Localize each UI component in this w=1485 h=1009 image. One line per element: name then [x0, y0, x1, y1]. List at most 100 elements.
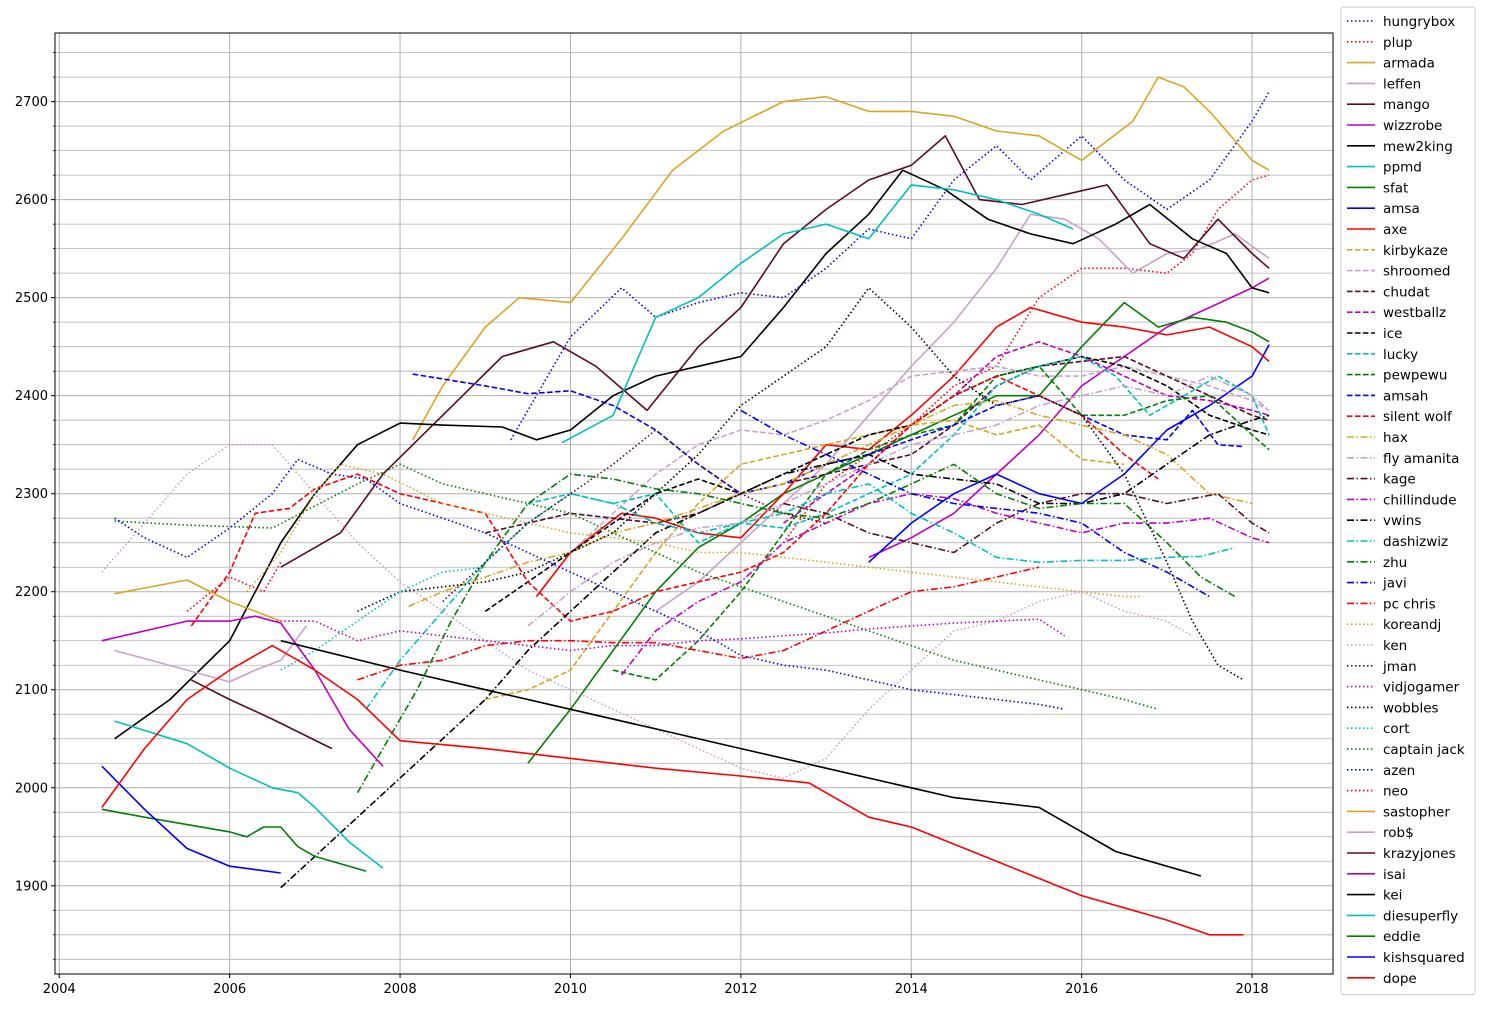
- series-line-captain-jack: [114, 463, 1159, 711]
- y-tick-label: 2300: [15, 487, 48, 502]
- legend-label-cort: cort: [1383, 721, 1410, 737]
- series-line-vidjogamer: [272, 618, 1066, 652]
- series-line-wizzrobe: [868, 277, 1270, 559]
- legend-label-wizzrobe: wizzrobe: [1383, 118, 1442, 134]
- legend-label-hax: hax: [1383, 430, 1408, 446]
- legend-label-krazyjones: krazyjones: [1383, 846, 1456, 862]
- y-tick-label: 2600: [15, 193, 48, 208]
- series-line-fly-amanita: [527, 375, 1270, 627]
- series-layer: [101, 76, 1270, 936]
- legend-label-kirbykaze: kirbykaze: [1383, 243, 1448, 259]
- series-line-westballz: [783, 340, 1270, 524]
- x-tick-label: 2010: [554, 982, 587, 997]
- y-tick-label: 2200: [15, 585, 48, 600]
- series-line-wobbles: [357, 287, 1244, 681]
- legend-label-kei: kei: [1383, 888, 1402, 904]
- series-line-ken: [101, 443, 1193, 779]
- x-axis: 2004 2006 2008 2010 2012 2014 2016 2018: [43, 974, 1269, 997]
- legend-label-sastopher: sastopher: [1383, 804, 1450, 820]
- series-line-kei: [280, 639, 1202, 877]
- y-tick-label: 2500: [15, 291, 48, 306]
- series-line-armada: [412, 76, 1270, 441]
- series-line-krazyjones: [190, 679, 333, 750]
- legend-label-pc-chris: pc chris: [1383, 596, 1436, 612]
- legend-label-javi: javi: [1382, 576, 1407, 592]
- legend-label-vwins: vwins: [1383, 513, 1421, 529]
- legend-label-pewpewu: pewpewu: [1383, 368, 1447, 384]
- series-line-vwins: [280, 414, 1270, 889]
- legend-label-amsa: amsa: [1383, 201, 1420, 217]
- x-tick-label: 2016: [1065, 982, 1098, 997]
- y-tick-label: 2000: [15, 781, 48, 796]
- legend: hungrybox plup armada leffen mango wizzrobe me…: [1340, 6, 1476, 996]
- x-tick-label: 2006: [213, 982, 246, 997]
- legend-label-armada: armada: [1383, 56, 1435, 72]
- series-line-chillindude: [620, 492, 1270, 676]
- series-line-javi: [740, 409, 1210, 598]
- legend-label-chudat: chudat: [1383, 284, 1430, 300]
- plot-area: [55, 33, 1333, 974]
- legend-label-dashizwiz: dashizwiz: [1383, 534, 1448, 550]
- legend-label-isai: isai: [1383, 867, 1406, 883]
- legend-label-westballz: westballz: [1383, 305, 1446, 321]
- legend-label-chillindude: chillindude: [1383, 492, 1457, 508]
- x-tick-label: 2008: [384, 982, 417, 997]
- legend-label-hungrybox: hungrybox: [1383, 14, 1455, 30]
- series-line-mango: [280, 135, 1270, 568]
- series-line-rob: [114, 625, 307, 683]
- legend-label-ppmd: ppmd: [1383, 160, 1422, 176]
- series-line-zhu: [356, 463, 1236, 794]
- series-line-sastopher: [114, 579, 282, 622]
- series-line-kishsquared: [101, 765, 281, 874]
- legend-label-wobbles: wobbles: [1383, 700, 1439, 716]
- series-line-azen: [114, 458, 1065, 711]
- series-line-kirbykaze: [485, 419, 1125, 701]
- legend-label-neo: neo: [1383, 784, 1408, 800]
- y-axis: 1900 2000 2100 2200 2300 2400 2500 2600 2700: [15, 52, 55, 960]
- series-line-silent-wolf: [190, 375, 1159, 627]
- series-line-kage: [783, 492, 1270, 554]
- series-line-axe: [535, 306, 1270, 598]
- legend-label-azen: azen: [1383, 763, 1415, 779]
- legend-label-mew2king: mew2king: [1383, 139, 1453, 155]
- legend-label-kishsquared: kishsquared: [1383, 950, 1465, 966]
- legend-label-eddie: eddie: [1383, 929, 1421, 945]
- legend-label-vidjogamer: vidjogamer: [1383, 680, 1460, 696]
- legend-label-kage: kage: [1383, 472, 1416, 488]
- y-tick-label: 2400: [15, 389, 48, 404]
- plot-frame: [54, 32, 1334, 975]
- series-line-mew2king: [114, 169, 1270, 740]
- legend-label-leffen: leffen: [1383, 76, 1421, 92]
- series-line-hungrybox: [510, 91, 1270, 441]
- x-tick-label: 2012: [724, 982, 757, 997]
- legend-label-silent-wolf: silent wolf: [1383, 409, 1453, 425]
- series-line-cort: [280, 566, 486, 671]
- series-line-diesuperfly: [114, 720, 384, 869]
- legend-label-koreandj: koreandj: [1383, 617, 1441, 633]
- y-tick-label: 1900: [15, 879, 48, 894]
- series-line-hax: [408, 399, 1253, 608]
- series-line-sfat: [527, 301, 1270, 764]
- legend-label-ice: ice: [1383, 326, 1402, 342]
- x-tick-label: 2014: [895, 982, 928, 997]
- series-line-shroomed: [569, 365, 1270, 554]
- legend-label-rob: rob$: [1383, 825, 1414, 841]
- legend-label-axe: axe: [1383, 222, 1407, 238]
- legend-label-lucky: lucky: [1383, 347, 1418, 363]
- legend-label-jman: jman: [1382, 659, 1417, 675]
- series-line-ice: [484, 355, 1270, 612]
- x-tick-label: 2004: [43, 982, 76, 997]
- legend-frame: [1340, 6, 1476, 996]
- legend-label-dope: dope: [1383, 971, 1417, 987]
- legend-label-plup: plup: [1383, 35, 1412, 51]
- series-line-pc-chris: [357, 566, 1040, 681]
- y-tick-label: 2700: [15, 95, 48, 110]
- legend-label-mango: mango: [1383, 97, 1430, 113]
- legend-label-diesuperfly: diesuperfly: [1383, 908, 1458, 924]
- legend-label-shroomed: shroomed: [1383, 264, 1450, 280]
- series-line-ppmd: [561, 184, 1074, 444]
- series-line-isai: [101, 615, 384, 767]
- series-line-amsa: [868, 344, 1270, 563]
- series-line-plup: [782, 174, 1270, 544]
